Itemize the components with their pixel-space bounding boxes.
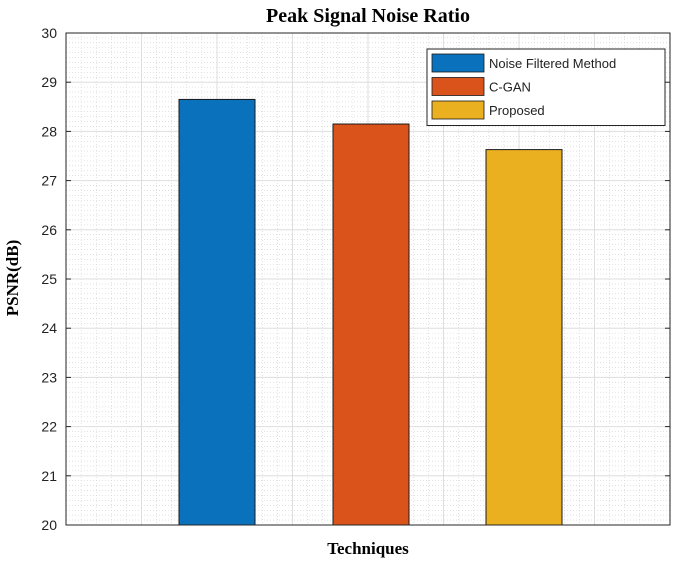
y-tick-label: 28 — [41, 123, 57, 139]
legend-swatch — [431, 77, 485, 96]
y-axis-label: PSNR(dB) — [3, 240, 22, 317]
bar-noise-filtered-method — [178, 98, 256, 526]
y-tick-label: 25 — [41, 271, 57, 287]
legend-swatch — [431, 100, 485, 120]
bar-c-gan — [332, 123, 410, 526]
y-tick-label: 24 — [41, 320, 57, 336]
legend-entry: Noise Filtered Method — [489, 56, 616, 71]
y-tick-label: 26 — [41, 222, 57, 238]
chart-title: Peak Signal Noise Ratio — [266, 5, 470, 27]
legend-entry: C-GAN — [489, 80, 531, 95]
y-tick-label: 29 — [41, 74, 57, 90]
y-tick-label: 22 — [41, 419, 57, 435]
y-tick-label: 30 — [41, 25, 57, 41]
legend: Noise Filtered Method C-GAN Proposed — [426, 48, 666, 126]
y-tick-label: 23 — [41, 369, 57, 385]
legend-entry: Proposed — [489, 103, 545, 118]
x-axis-label: Techniques — [327, 539, 409, 558]
y-tick-label: 21 — [41, 468, 57, 484]
y-tick-label: 27 — [41, 173, 57, 189]
y-tick-label: 20 — [41, 517, 57, 533]
bar-proposed — [485, 149, 563, 526]
legend-swatch — [431, 53, 485, 73]
